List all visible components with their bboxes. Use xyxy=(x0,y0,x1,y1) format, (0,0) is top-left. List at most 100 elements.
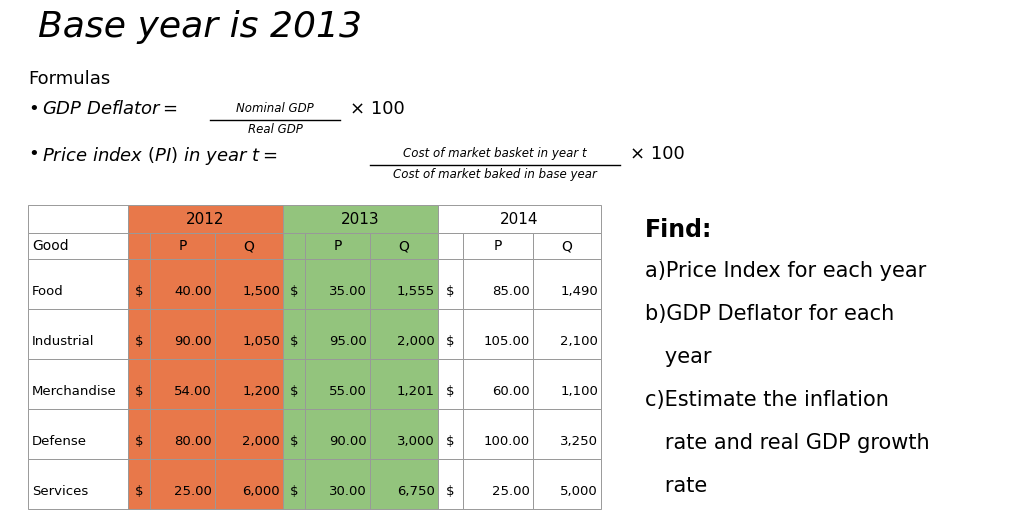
Bar xyxy=(370,309,438,359)
Bar xyxy=(283,309,305,359)
Text: $: $ xyxy=(290,335,298,348)
Bar xyxy=(370,409,438,459)
Bar xyxy=(305,309,370,359)
Text: 1,555: 1,555 xyxy=(397,285,435,298)
Text: 55.00: 55.00 xyxy=(329,385,367,398)
Bar xyxy=(128,309,150,359)
Text: Q: Q xyxy=(398,239,410,253)
Text: 1,500: 1,500 xyxy=(242,285,280,298)
Bar xyxy=(28,309,128,359)
Text: 2013: 2013 xyxy=(341,212,380,227)
Text: 5,000: 5,000 xyxy=(560,485,598,498)
Text: Cost of market basket in year t: Cost of market basket in year t xyxy=(403,147,587,160)
Text: $: $ xyxy=(135,285,143,298)
Bar xyxy=(283,409,305,459)
Bar xyxy=(150,309,215,359)
Bar xyxy=(28,459,128,509)
Bar xyxy=(150,233,215,259)
Bar xyxy=(128,409,150,459)
Text: 2014: 2014 xyxy=(501,212,539,227)
Text: 3,250: 3,250 xyxy=(560,435,598,448)
Bar xyxy=(534,309,601,359)
Text: 30.00: 30.00 xyxy=(330,485,367,498)
Bar xyxy=(305,359,370,409)
Text: Good: Good xyxy=(32,239,69,253)
Text: 6,000: 6,000 xyxy=(243,485,280,498)
Text: $: $ xyxy=(446,485,455,498)
Bar xyxy=(463,259,534,309)
Text: $: $ xyxy=(135,385,143,398)
Text: Merchandise: Merchandise xyxy=(32,385,117,398)
Text: 60.00: 60.00 xyxy=(493,385,530,398)
Text: 3,000: 3,000 xyxy=(397,435,435,448)
Bar xyxy=(438,205,601,233)
Text: rate: rate xyxy=(645,476,708,496)
Bar xyxy=(128,359,150,409)
Text: × 100: × 100 xyxy=(350,100,404,118)
Bar xyxy=(215,233,283,259)
Text: $: $ xyxy=(446,335,455,348)
Bar xyxy=(305,233,370,259)
Text: Q: Q xyxy=(561,239,572,253)
Bar xyxy=(534,233,601,259)
Bar xyxy=(150,409,215,459)
Text: 40.00: 40.00 xyxy=(174,285,212,298)
Bar xyxy=(150,259,215,309)
Text: Base year is 2013: Base year is 2013 xyxy=(38,10,362,44)
Text: 90.00: 90.00 xyxy=(174,335,212,348)
Text: $: $ xyxy=(290,385,298,398)
Bar xyxy=(534,359,601,409)
Bar xyxy=(28,409,128,459)
Bar xyxy=(283,233,305,259)
Text: 1,100: 1,100 xyxy=(560,385,598,398)
Bar xyxy=(534,259,601,309)
Text: c)Estimate the inflation: c)Estimate the inflation xyxy=(645,390,889,410)
Bar xyxy=(438,459,463,509)
Text: 35.00: 35.00 xyxy=(329,285,367,298)
Text: $: $ xyxy=(290,285,298,298)
Text: P: P xyxy=(334,239,342,253)
Bar xyxy=(305,259,370,309)
Text: Q: Q xyxy=(244,239,254,253)
Text: 54.00: 54.00 xyxy=(174,385,212,398)
Text: 80.00: 80.00 xyxy=(174,435,212,448)
Text: × 100: × 100 xyxy=(630,145,685,163)
Text: 1,490: 1,490 xyxy=(560,285,598,298)
Bar xyxy=(438,409,463,459)
Bar xyxy=(534,409,601,459)
Text: Services: Services xyxy=(32,485,88,498)
Text: 85.00: 85.00 xyxy=(493,285,530,298)
Text: $: $ xyxy=(135,485,143,498)
Bar xyxy=(28,259,128,309)
Bar xyxy=(463,459,534,509)
Text: 6,750: 6,750 xyxy=(397,485,435,498)
Text: b)GDP Deflator for each: b)GDP Deflator for each xyxy=(645,304,894,324)
Bar xyxy=(28,359,128,409)
Text: 25.00: 25.00 xyxy=(174,485,212,498)
Text: year: year xyxy=(645,347,712,367)
Text: $: $ xyxy=(290,485,298,498)
Text: $: $ xyxy=(446,385,455,398)
Bar xyxy=(150,459,215,509)
Bar xyxy=(215,259,283,309)
Bar xyxy=(463,309,534,359)
Bar xyxy=(128,259,150,309)
Text: Find:: Find: xyxy=(645,218,713,242)
Bar xyxy=(463,233,534,259)
Bar xyxy=(215,459,283,509)
Bar xyxy=(438,359,463,409)
Text: $: $ xyxy=(290,435,298,448)
Bar xyxy=(438,259,463,309)
Bar xyxy=(283,359,305,409)
Text: 105.00: 105.00 xyxy=(483,335,530,348)
Text: Nominal GDP: Nominal GDP xyxy=(237,102,314,115)
Text: $\mathit{GDP\ Deflator}$$ = $: $\mathit{GDP\ Deflator}$$ = $ xyxy=(42,100,178,118)
Bar xyxy=(28,233,128,259)
Bar xyxy=(283,459,305,509)
Bar xyxy=(283,259,305,309)
Bar xyxy=(534,459,601,509)
Text: a)Price Index for each year: a)Price Index for each year xyxy=(645,261,927,281)
Text: Cost of market baked in base year: Cost of market baked in base year xyxy=(393,168,597,181)
Text: 2,000: 2,000 xyxy=(243,435,280,448)
Bar xyxy=(370,259,438,309)
